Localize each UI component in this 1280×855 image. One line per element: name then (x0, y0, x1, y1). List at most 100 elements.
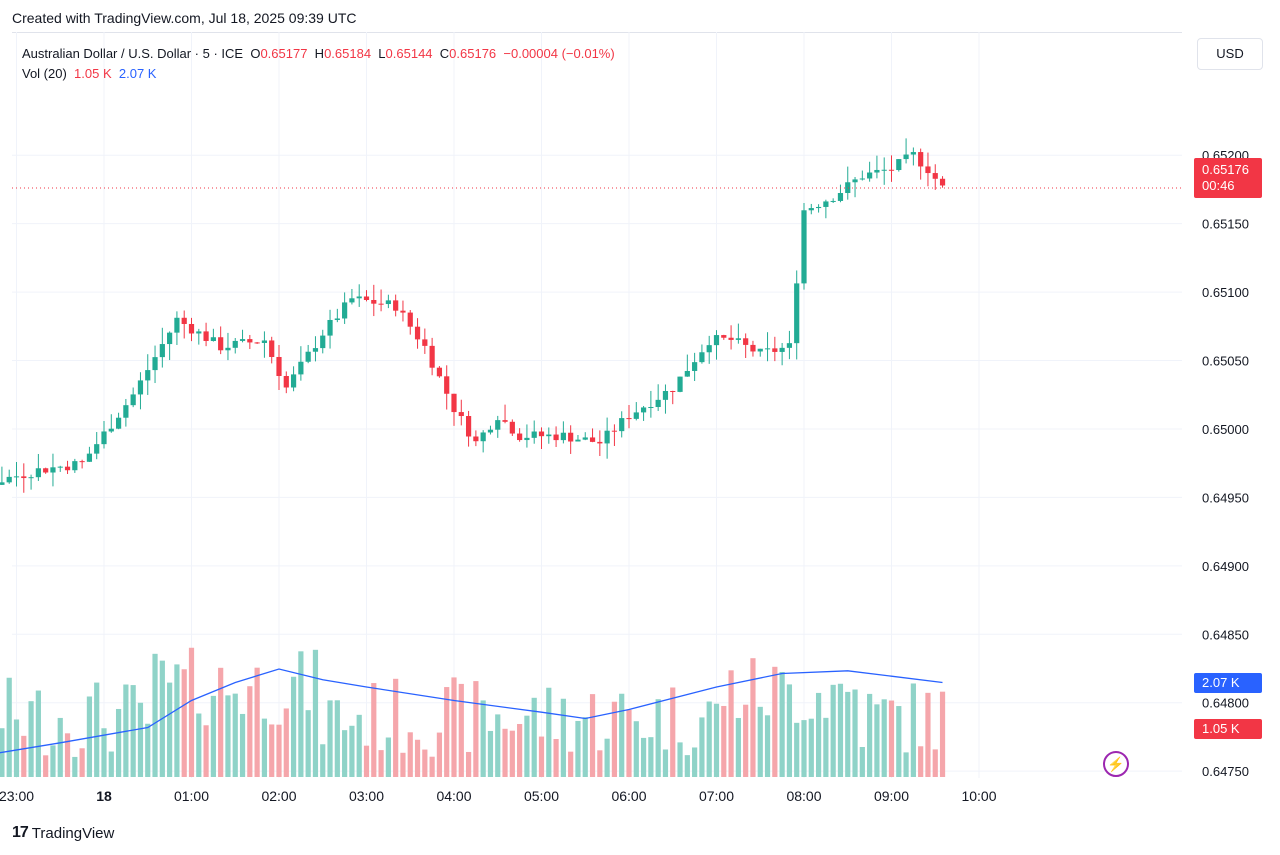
candle (859, 170, 865, 181)
candle (640, 405, 647, 421)
tradingview-logo[interactable]: 17 TradingView (12, 824, 114, 842)
candle (115, 412, 122, 430)
candle-body (881, 169, 887, 171)
candle-body (830, 200, 836, 202)
candle (371, 284, 377, 317)
volume-bar (371, 683, 377, 777)
candle (568, 425, 574, 454)
candle-body (130, 394, 136, 406)
candle-body (524, 437, 530, 441)
candle (837, 184, 844, 203)
candle-body (845, 182, 851, 194)
volume-bar (932, 749, 938, 777)
volume-bar (167, 682, 173, 777)
volume-bar (823, 717, 829, 777)
candle-body (444, 376, 450, 394)
volume-bar (808, 718, 814, 777)
candle-body (414, 326, 421, 340)
candle (429, 337, 435, 376)
candle-body (101, 431, 107, 445)
volume-label[interactable]: Vol (20) (22, 66, 67, 81)
candle-body (910, 152, 916, 155)
candle-body (823, 201, 829, 207)
candle-body (939, 178, 946, 186)
candle (874, 155, 880, 179)
volume-bar (546, 687, 552, 777)
candle-body (743, 338, 749, 345)
close-value: 0.65176 (449, 46, 497, 61)
volume-bar (312, 649, 319, 777)
volume-bar (305, 710, 311, 777)
candle-body (874, 169, 880, 173)
candle-body (232, 340, 238, 348)
volume-value: 1.05 K (74, 66, 112, 81)
candle-body (86, 453, 93, 462)
candle (167, 331, 173, 361)
tradingview-mark-icon: 17 (12, 824, 29, 841)
lightning-icon[interactable]: ⚡ (1103, 751, 1129, 777)
candle (247, 334, 253, 350)
volume-bar (509, 730, 515, 777)
candle-body (925, 166, 931, 174)
candle-body (903, 154, 909, 160)
candle (174, 311, 180, 345)
candle-body (568, 432, 574, 442)
candle-body (597, 441, 603, 444)
candle-body (137, 380, 144, 395)
volume-bar (706, 701, 712, 777)
volume-bar (422, 749, 428, 777)
open-label: O (250, 46, 261, 61)
candle (210, 328, 216, 342)
candle (269, 336, 275, 364)
candle-body (247, 339, 253, 343)
symbol-name[interactable]: Australian Dollar / U.S. Dollar · 5 · IC… (22, 46, 244, 61)
candle-body (305, 351, 311, 362)
currency-button[interactable]: USD (1197, 38, 1263, 70)
volume-bar (560, 698, 566, 777)
candle-body (167, 332, 173, 345)
candle-body (808, 208, 814, 211)
volume-bar (589, 694, 596, 777)
volume-bar (896, 706, 902, 777)
candle (458, 399, 464, 426)
volume-bar (196, 713, 202, 777)
candle-body (640, 407, 647, 413)
volume-bar (531, 697, 537, 777)
candle-body (400, 310, 406, 313)
candle-body (458, 412, 464, 417)
y-tick-label: 0.64950 (1202, 490, 1249, 505)
candle-body (57, 466, 63, 468)
candle (152, 345, 158, 384)
candle-body (72, 461, 78, 471)
volume-bar (436, 732, 443, 777)
candle (43, 467, 49, 474)
candle (123, 398, 129, 427)
candle (225, 332, 231, 361)
candle-body (757, 348, 763, 352)
candle-body (35, 468, 41, 478)
candle (692, 352, 698, 382)
x-tick-label: 07:00 (699, 788, 734, 804)
candle (378, 289, 384, 312)
volume-bar (283, 708, 289, 777)
x-tick-label: 04:00 (436, 788, 471, 804)
volume-bar (713, 703, 720, 777)
volume-bar (764, 715, 771, 777)
candle-body (735, 338, 741, 340)
candle-body (837, 193, 844, 201)
x-tick-label: 02:00 (261, 788, 296, 804)
candle (823, 199, 829, 219)
candle (0, 466, 5, 485)
candle-body (79, 461, 85, 463)
volume-bar (451, 677, 457, 777)
candle-body (210, 337, 216, 341)
low-label: L (378, 46, 386, 61)
volume-bar (6, 677, 12, 777)
candle (852, 177, 858, 198)
volume-bar (517, 723, 523, 777)
volume-bar (939, 691, 946, 777)
candle-body (43, 468, 49, 473)
candle-body (422, 339, 428, 346)
candle-body (385, 300, 391, 305)
